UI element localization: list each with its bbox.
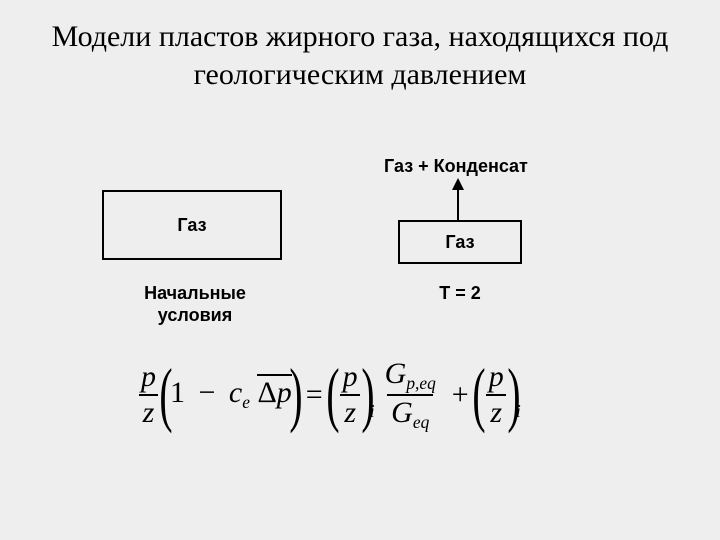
pz-num-2: p <box>339 362 362 394</box>
rparen2-icon: ) <box>361 366 374 424</box>
pz-num-3: p <box>485 362 508 394</box>
gas-box-t2-label: Газ <box>445 232 474 253</box>
G-bot: G <box>391 396 413 429</box>
time-label: T = 2 <box>410 283 510 305</box>
delta-sym: Δ <box>257 376 276 409</box>
pz-den-2: z <box>340 394 360 428</box>
gas-box-initial: Газ <box>102 190 282 260</box>
slide: Модели пластов жирного газа, находящихся… <box>0 0 720 540</box>
g-ratio-fraction: Gp,eq Geq <box>381 359 440 432</box>
pz-i-group-1: ( p z ) i <box>329 362 375 428</box>
paren-content: 1 − ce Δp <box>170 376 292 413</box>
equals-op: = <box>306 378 323 412</box>
c-sub: e <box>242 393 250 413</box>
rparen3-icon: ) <box>507 366 520 424</box>
plus-op: + <box>452 378 469 412</box>
gas-box-initial-label: Газ <box>177 215 206 236</box>
slide-title: Модели пластов жирного газа, находящихся… <box>0 18 720 93</box>
pz-fraction-3: p z <box>485 362 508 428</box>
minus-op: − <box>198 376 215 409</box>
material-balance-equation: p z ( 1 − ce Δp ) = ( p z ) i Gp,eq Ge <box>135 340 605 450</box>
lparen-icon: ( <box>159 366 172 424</box>
initial-conditions-label: Начальные условия <box>130 283 260 326</box>
pz-i-group-2: ( p z ) i <box>475 362 521 428</box>
gas-box-t2: Газ <box>398 220 522 264</box>
pz-den: z <box>139 394 159 428</box>
g-num: Gp,eq <box>381 359 440 394</box>
arrow-up-icon <box>457 180 459 220</box>
paren-group-1: ( 1 − ce Δp ) <box>162 366 300 424</box>
G-bot-sub: eq <box>413 412 429 432</box>
G-top-sub: p,eq <box>406 373 435 393</box>
g-den: Geq <box>387 394 433 431</box>
rparen-icon: ) <box>289 366 302 424</box>
lparen2-icon: ( <box>326 366 339 424</box>
gas-condensate-label: Газ + Конденсат <box>384 156 528 177</box>
pz-fraction-1: p z <box>137 362 160 428</box>
c-var: c <box>229 376 242 409</box>
lparen3-icon: ( <box>472 366 485 424</box>
pz-num: p <box>137 362 160 394</box>
delta-p-bar: Δp <box>257 376 291 410</box>
pz-den-3: z <box>486 394 506 428</box>
G-top: G <box>385 357 407 390</box>
pz-fraction-2: p z <box>339 362 362 428</box>
